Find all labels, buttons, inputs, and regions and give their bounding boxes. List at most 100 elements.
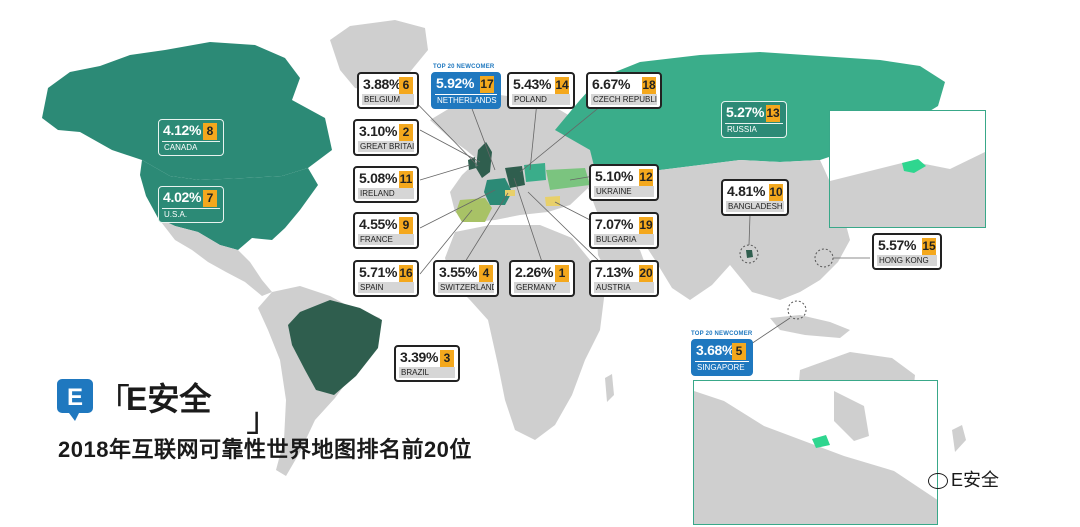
poland-shape [524, 163, 546, 182]
reliability-percent: 4.55% [359, 216, 398, 232]
country-name: UKRAINE [594, 186, 654, 197]
rank-badge: 14 [555, 77, 569, 94]
rank-badge: 10 [769, 184, 783, 201]
indonesia-shape [770, 315, 850, 338]
country-name: NETHERLANDS [435, 94, 497, 106]
reliability-percent: 3.55% [439, 264, 478, 280]
country-name: U.S.A. [162, 208, 220, 220]
country-label: 5.10% 12 UKRAINE [589, 164, 659, 201]
reliability-percent: 4.81% [727, 183, 766, 199]
country-name: AUSTRIA [594, 282, 654, 293]
reliability-percent: 3.88% [363, 76, 402, 92]
bangladesh-marker-circle [739, 244, 759, 264]
brand-name: E安全 [126, 381, 212, 417]
rank-badge: 8 [203, 123, 217, 140]
wechat-icon [928, 473, 948, 490]
reliability-percent: 7.13% [595, 264, 634, 280]
newcomer-tag-netherlands: TOP 20 NEWCOMER [433, 64, 495, 70]
rank-badge: 20 [639, 265, 653, 282]
country-label: 4.12% 8 CANADA [158, 119, 224, 156]
rank-badge: 12 [639, 169, 653, 186]
country-label: 3.88% 6 BELGIUM [357, 72, 419, 109]
reliability-percent: 3.68% [696, 342, 735, 358]
country-name: SWITZERLAND [438, 282, 494, 293]
country-name: CANADA [162, 141, 220, 153]
hong-kong-inset [829, 110, 986, 228]
rank-badge: 1 [555, 265, 569, 282]
africa-shape [445, 225, 605, 440]
country-label: 4.02% 7 U.S.A. [158, 186, 224, 223]
country-label: 3.68% 5 SINGAPORE [691, 339, 753, 376]
rank-badge: 4 [479, 265, 493, 282]
newcomer-tag-singapore: TOP 20 NEWCOMER [691, 331, 753, 337]
rank-badge: 18 [642, 77, 656, 94]
logo-letter: E [67, 384, 83, 411]
rank-badge: 13 [766, 105, 780, 122]
country-label: 7.13% 20 AUSTRIA [589, 260, 659, 297]
new-zealand-shape [952, 425, 966, 452]
country-label: 7.07% 19 BULGARIA [589, 212, 659, 249]
rank-badge: 9 [399, 217, 413, 234]
europe-shape [430, 95, 600, 222]
watermark: E安全 [928, 466, 999, 492]
rank-badge: 11 [399, 171, 413, 188]
rank-badge: 2 [399, 124, 413, 141]
country-name: SINGAPORE [695, 361, 749, 373]
country-label: 5.57% 15 HONG KONG [872, 233, 942, 270]
madagascar-shape [605, 374, 614, 402]
rank-badge: 3 [440, 350, 454, 367]
logo-icon: E [55, 377, 95, 428]
reliability-percent: 5.71% [359, 264, 398, 280]
country-name: POLAND [512, 94, 570, 105]
brazil-shape [288, 300, 382, 395]
country-name: BELGIUM [362, 94, 414, 105]
bulgaria-shape [545, 196, 560, 206]
country-label: 5.92% 17 NETHERLANDS [431, 72, 501, 109]
rank-badge: 19 [639, 217, 653, 234]
watermark-text: E安全 [951, 470, 1000, 490]
country-name: BANGLADESH [726, 201, 784, 212]
country-label: 3.55% 4 SWITZERLAND [433, 260, 499, 297]
country-name: GERMANY [514, 282, 570, 293]
reliability-percent: 3.39% [400, 349, 439, 365]
brand-bracket-close: 」 [246, 401, 280, 439]
spain-shape [456, 198, 492, 222]
country-label: 4.55% 9 FRANCE [353, 212, 419, 249]
reliability-percent: 7.07% [595, 216, 634, 232]
usa-shape [140, 160, 318, 250]
ireland-shape [468, 157, 476, 170]
country-label: 3.39% 3 BRAZIL [394, 345, 460, 382]
reliability-percent: 5.08% [359, 170, 398, 186]
country-label: 5.08% 11 IRELAND [353, 166, 419, 203]
mexico-shape [158, 218, 272, 296]
reliability-percent: 5.10% [595, 168, 634, 184]
reliability-percent: 2.26% [515, 264, 554, 280]
country-label: 5.27% 13 RUSSIA [721, 101, 787, 138]
reliability-percent: 3.10% [359, 123, 398, 139]
ukraine-shape [546, 168, 590, 190]
country-name: RUSSIA [725, 123, 783, 135]
reliability-percent: 6.67% [592, 76, 631, 92]
country-label: 6.67% 18 CZECH REPUBLIC [586, 72, 662, 109]
country-name: BRAZIL [399, 367, 455, 378]
reliability-percent: 4.02% [163, 189, 202, 205]
rank-badge: 16 [399, 265, 413, 282]
country-label: 5.71% 16 SPAIN [353, 260, 419, 297]
country-name: CZECH REPUBLIC [591, 94, 657, 105]
singapore-marker-circle [787, 300, 807, 320]
country-label: 5.43% 14 POLAND [507, 72, 575, 109]
rank-badge: 7 [203, 190, 217, 207]
country-name: SPAIN [358, 282, 414, 293]
rank-badge: 6 [399, 77, 413, 94]
country-label: 4.81% 10 BANGLADESH [721, 179, 789, 216]
reliability-percent: 5.27% [726, 104, 765, 120]
reliability-percent: 5.57% [878, 237, 917, 253]
rank-badge: 17 [480, 76, 494, 93]
reliability-percent: 5.92% [436, 75, 475, 91]
bangladesh-shape [746, 250, 753, 258]
singapore-inset [693, 380, 938, 525]
country-name: BULGARIA [594, 234, 654, 245]
reliability-percent: 5.43% [513, 76, 552, 92]
country-name: HONG KONG [877, 255, 937, 266]
